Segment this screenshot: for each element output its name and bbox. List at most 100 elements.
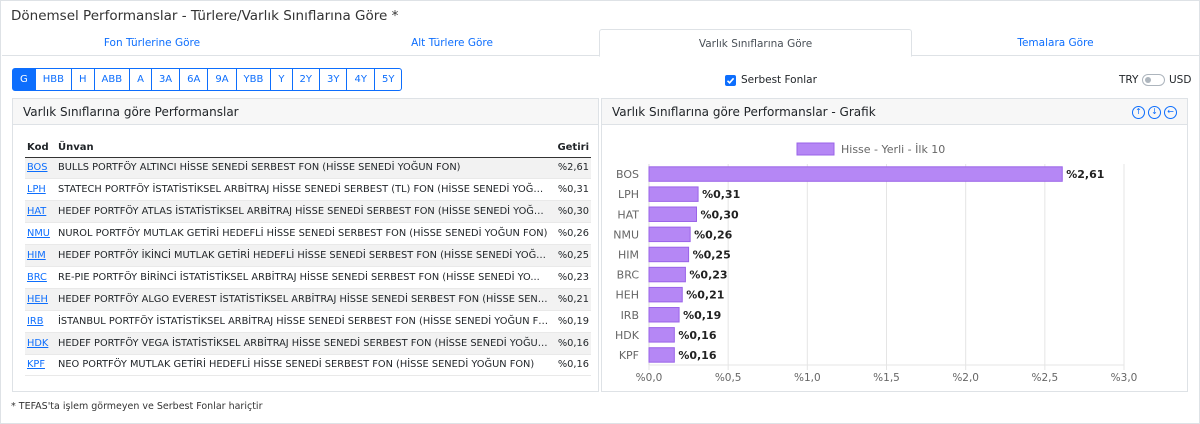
fund-name: İSTANBUL PORTFÖY İSTATİSTİKSEL ARBİTRAJ … — [56, 310, 551, 333]
x-tick-label: %1,5 — [873, 372, 900, 384]
period-button-9a[interactable]: 9A — [207, 68, 237, 91]
period-button-3y[interactable]: 3Y — [318, 68, 348, 91]
toggle-knob — [1145, 77, 1151, 83]
fund-code-link[interactable]: BRC — [25, 266, 56, 289]
y-tick-label: HDK — [615, 329, 640, 342]
period-button-6a[interactable]: 6A — [179, 68, 209, 91]
table-row: HIM HEDEF PORTFÖY İKİNCİ MUTLAK GETİRİ HE… — [25, 244, 591, 267]
x-tick-label: %2,0 — [952, 372, 979, 384]
arrow-down-icon[interactable]: ↓ — [1148, 106, 1161, 119]
legend-swatch — [796, 142, 835, 156]
fund-return: %0,30 — [551, 200, 591, 224]
y-tick-label: KPF — [619, 349, 639, 362]
x-tick-label: %2,5 — [1031, 372, 1058, 384]
column-header-name: Ünvan — [56, 138, 551, 158]
arrow-left-icon[interactable]: ← — [1164, 106, 1177, 119]
bar-nmu — [648, 226, 691, 243]
period-selector: G HBB H ABB A 3A 6A 9A YBB Y 2Y 3Y 4Y 5Y — [12, 68, 403, 91]
bar-heh — [648, 286, 683, 303]
currency-try-label: TRY — [1119, 74, 1139, 86]
currency-toggle[interactable] — [1142, 74, 1165, 86]
fund-return: %0,16 — [551, 332, 591, 355]
fund-code-link[interactable]: NMU — [25, 222, 56, 246]
period-button-g[interactable]: G — [12, 68, 36, 91]
tab-temalar[interactable]: Temalara Göre — [1017, 37, 1094, 49]
x-tick-label: %3,0 — [1111, 372, 1138, 384]
bar-hat — [648, 206, 697, 222]
fund-return: %0,26 — [551, 222, 591, 246]
period-button-3a[interactable]: 3A — [150, 68, 181, 91]
fund-code-link[interactable]: LPH — [25, 178, 56, 202]
table-row: IRB İSTANBUL PORTFÖY İSTATİSTİKSEL ARBİTR… — [25, 310, 591, 333]
period-button-5y[interactable]: 5Y — [373, 68, 403, 91]
tab-varlik-siniflari[interactable]: Varlık Sınıflarına Göre — [599, 29, 912, 57]
period-button-hbb[interactable]: HBB — [34, 68, 72, 91]
period-button-h[interactable]: H — [71, 68, 95, 91]
fund-code-link[interactable]: KPF — [25, 354, 56, 377]
chart-panel-title: Varlık Sınıflarına göre Performanslar - … — [602, 99, 1187, 125]
fund-name: HEDEF PORTFÖY ALGO EVEREST İSTATİSTİKSEL… — [56, 288, 551, 311]
column-header-return: Getiri — [551, 138, 591, 158]
period-button-2y[interactable]: 2Y — [291, 68, 320, 91]
table-row: LPH STATECH PORTFÖY İSTATİSTİKSEL ARBİTRA… — [25, 178, 591, 202]
tab-bar: Fon Türlerine Göre Alt Türlere Göre Varl… — [2, 29, 1199, 57]
fund-return: %0,19 — [551, 310, 591, 333]
fund-name: HEDEF PORTFÖY ATLAS İSTATİSTİKSEL ARBİTR… — [56, 200, 551, 224]
fund-code-link[interactable]: HIM — [25, 244, 56, 267]
footnote: * TEFAS'ta işlem görmeyen ve Serbest Fon… — [11, 401, 263, 412]
y-tick-label: LPH — [618, 188, 639, 201]
data-label: %0,21 — [686, 289, 724, 302]
table-header-row: Kod Ünvan Getiri — [25, 138, 591, 158]
y-tick-label: HEH — [616, 289, 640, 302]
x-tick-label: %0,0 — [636, 372, 663, 384]
y-tick-label: NMU — [613, 228, 639, 241]
page-title: Dönemsel Performanslar - Türlere/Varlık … — [11, 8, 399, 24]
data-label: %0,31 — [702, 188, 740, 201]
fund-code-link[interactable]: HEH — [25, 288, 56, 311]
bar-brc — [648, 266, 686, 283]
currency-usd-label: USD — [1169, 74, 1192, 86]
tab-fon-turleri[interactable]: Fon Türlerine Göre — [103, 37, 201, 49]
fund-return: %0,16 — [551, 354, 591, 377]
fund-name: HEDEF PORTFÖY VEGA İSTATİSTİKSEL ARBİTRA… — [56, 332, 551, 355]
fund-return: %0,23 — [551, 266, 591, 289]
fund-name: NEO PORTFÖY MUTLAK GETİRİ HEDEFLİ HİSSE … — [56, 354, 551, 377]
column-header-code: Kod — [25, 138, 56, 158]
fund-return: %0,25 — [551, 244, 591, 267]
data-label: %0,16 — [678, 329, 717, 342]
table-row: KPF NEO PORTFÖY MUTLAK GETİRİ HEDEFLİ HİS… — [25, 354, 591, 377]
legend-label: Hisse - Yerli - İlk 10 — [841, 143, 945, 156]
fund-name: NUROL PORTFÖY MUTLAK GETİRİ HEDEFLİ HİSS… — [56, 222, 551, 246]
bar-bos — [648, 166, 1063, 182]
x-tick-label: %0,5 — [715, 372, 742, 384]
data-label: %0,16 — [678, 349, 717, 362]
period-button-a[interactable]: A — [129, 68, 152, 91]
tab-alt-turler[interactable]: Alt Türlere Göre — [411, 37, 493, 49]
fund-return: %0,21 — [551, 288, 591, 311]
performance-table: Kod Ünvan Getiri BOS BULLS PORTFÖY ALTINC… — [25, 138, 591, 377]
serbest-fonlar-checkbox[interactable] — [725, 75, 736, 86]
fund-name: STATECH PORTFÖY İSTATİSTİKSEL ARBİTRAJ H… — [56, 178, 551, 202]
period-button-y[interactable]: Y — [270, 68, 293, 91]
bar-hdk — [648, 327, 675, 343]
data-label: %2,61 — [1066, 168, 1104, 181]
fund-return: %0,31 — [551, 178, 591, 202]
arrow-up-icon[interactable]: ↑ — [1132, 106, 1145, 119]
check-icon — [726, 77, 735, 84]
fund-name: BULLS PORTFÖY ALTINCI HİSSE SENEDİ SERBE… — [56, 157, 551, 180]
period-button-ybb[interactable]: YBB — [235, 68, 272, 91]
table-row: HAT HEDEF PORTFÖY ATLAS İSTATİSTİKSEL ARB… — [25, 200, 591, 224]
table-row: HDK HEDEF PORTFÖY VEGA İSTATİSTİKSEL ARBİ… — [25, 332, 591, 355]
data-label: %0,19 — [683, 309, 721, 322]
fund-code-link[interactable]: HAT — [25, 200, 56, 224]
x-tick-label: %1,0 — [794, 372, 821, 384]
period-button-4y[interactable]: 4Y — [346, 68, 375, 91]
period-button-abb[interactable]: ABB — [93, 68, 131, 91]
fund-code-link[interactable]: BOS — [25, 157, 56, 180]
data-label: %0,23 — [689, 269, 727, 282]
bar-chart: Hisse - Yerli - İlk 10 %0,0 %0,5 %1,0 %1,5 %2… — [613, 142, 1138, 384]
table-row: HEH HEDEF PORTFÖY ALGO EVEREST İSTATİSTİK… — [25, 288, 591, 311]
fund-code-link[interactable]: IRB — [25, 310, 56, 333]
fund-code-link[interactable]: HDK — [25, 332, 56, 355]
